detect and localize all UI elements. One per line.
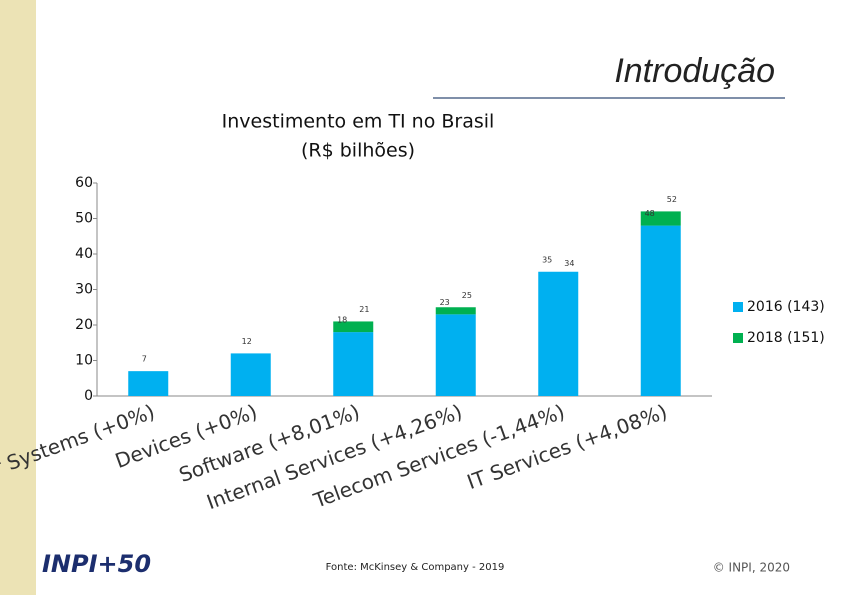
- y-tick-label: 30: [75, 282, 93, 298]
- y-tick-label: 60: [75, 175, 93, 191]
- data-label: 12: [242, 337, 252, 346]
- bar: [435, 314, 476, 396]
- data-label: 52: [667, 195, 677, 204]
- logo: INPI+50: [42, 550, 151, 578]
- bar: [128, 371, 169, 396]
- data-label: 25: [462, 291, 472, 300]
- data-label: 34: [564, 259, 574, 268]
- y-tick-label: 20: [75, 317, 93, 333]
- bar-increase: [435, 307, 476, 315]
- bar: [333, 332, 374, 396]
- slide-title: Introdução: [614, 52, 775, 90]
- source: Fonte: McKinsey & Company - 2019: [326, 562, 505, 573]
- bar-increase: [640, 211, 681, 226]
- bar: [640, 225, 681, 396]
- legend-swatch: [733, 302, 743, 312]
- side-strip: [0, 0, 36, 595]
- y-tick-label: 40: [75, 246, 93, 262]
- chart-title: Investimento em TI no Brasil: [222, 111, 495, 133]
- legend-label: 2016 (143): [747, 299, 825, 315]
- data-label: 18: [337, 316, 347, 325]
- data-label: 35: [542, 255, 552, 264]
- data-label: 48: [645, 209, 655, 218]
- chart-title: (R$ bilhões): [301, 140, 415, 162]
- data-label: 23: [440, 298, 450, 307]
- bar: [538, 271, 579, 396]
- copyright: © INPI, 2020: [713, 561, 790, 575]
- y-tick-label: 50: [75, 211, 93, 227]
- y-tick-label: 0: [84, 388, 93, 404]
- legend-swatch: [733, 333, 743, 343]
- bar: [230, 353, 271, 396]
- y-tick-label: 10: [75, 353, 93, 369]
- legend-label: 2018 (151): [747, 330, 825, 346]
- data-label: 7: [142, 355, 147, 364]
- data-label: 21: [359, 305, 369, 314]
- bar-increase: [333, 321, 374, 333]
